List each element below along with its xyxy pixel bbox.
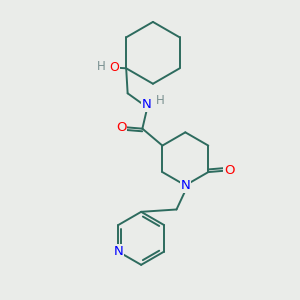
Text: O: O: [109, 61, 119, 74]
Text: H: H: [156, 94, 164, 107]
Text: N: N: [142, 98, 152, 111]
Text: H: H: [97, 60, 106, 73]
Text: O: O: [116, 121, 126, 134]
Text: O: O: [224, 164, 235, 177]
Text: N: N: [181, 179, 190, 192]
Text: N: N: [113, 245, 123, 258]
